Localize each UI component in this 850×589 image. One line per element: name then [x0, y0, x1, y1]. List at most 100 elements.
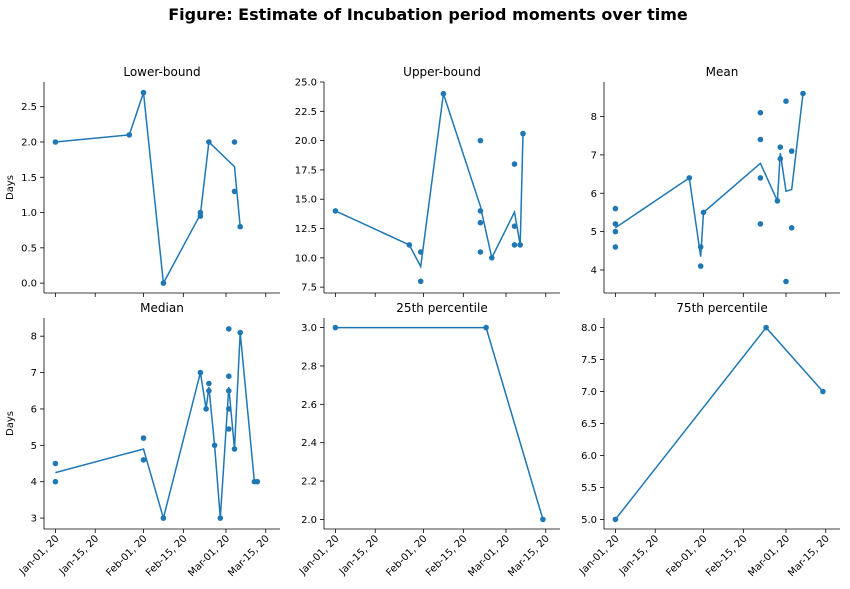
subplot-grid: Lower-bound 0.0 0.5 1.0 1.5 2.0 2.5 Days Upper-b… — [5, 65, 840, 579]
data-point — [231, 188, 238, 195]
y-tick-label: 7 — [31, 368, 37, 379]
data-point — [517, 242, 523, 248]
y-tick-label: 15.0 — [295, 195, 317, 206]
subplot-title: 25th percentile — [396, 301, 487, 315]
data-point — [757, 109, 764, 116]
y-tick-label: 2.5 — [21, 102, 37, 113]
data-point — [140, 435, 147, 441]
data-point — [697, 263, 704, 269]
data-point — [612, 221, 619, 227]
subplot-6: 75th percentile 5.0 5.5 6.0 6.5 7.0 7.5 8.0 Jan-… — [577, 301, 840, 579]
y-tick-label: 8.0 — [581, 323, 597, 334]
y-tick-label: 0.0 — [21, 279, 37, 290]
data-point — [226, 388, 232, 394]
y-axis-label: Days — [5, 175, 16, 200]
data-point — [417, 278, 424, 285]
y-tick-label: 5.0 — [581, 515, 597, 526]
data-point — [757, 136, 764, 143]
data-point — [160, 515, 167, 521]
x-tick-label: Feb-01, 20 — [664, 533, 709, 578]
x-tick-label: Jan-01, 20 — [297, 533, 341, 577]
data-point — [206, 388, 212, 394]
series-line — [335, 326, 544, 520]
data-point — [206, 139, 212, 145]
y-tick-label: 4 — [31, 477, 37, 488]
data-point — [697, 244, 704, 250]
y-tick-label: 4 — [591, 265, 597, 276]
x-tick-label: Mar-15, 20 — [786, 533, 832, 579]
figure-title: Figure: Estimate of Incubation period mo… — [168, 5, 688, 24]
y-tick-label: 6.0 — [581, 451, 597, 462]
y-tick-label: 7.5 — [581, 355, 597, 366]
data-point — [126, 132, 133, 138]
data-point — [332, 324, 339, 331]
subplot-title: Mean — [706, 65, 739, 79]
y-tick-label: 2.8 — [301, 361, 317, 372]
y-tick-label: 8 — [31, 332, 37, 343]
subplot-2: Upper-bound 7.5 10.0 12.5 15.0 17.5 20.0 22.5 25… — [295, 65, 560, 297]
data-point — [612, 205, 619, 212]
data-point — [477, 137, 484, 144]
x-tick-label: Feb-15, 20 — [704, 533, 749, 578]
x-tick-label: Mar-15, 20 — [226, 533, 272, 579]
subplot-1: Lower-bound 0.0 0.5 1.0 1.5 2.0 2.5 Days — [5, 65, 280, 297]
series-line — [55, 332, 258, 521]
y-tick-label: 8 — [591, 112, 597, 123]
data-point — [52, 139, 59, 145]
data-point — [788, 148, 795, 154]
y-tick-label: 5 — [591, 227, 597, 238]
y-tick-label: 2.2 — [301, 477, 317, 488]
data-point — [203, 406, 209, 412]
y-tick-label: 7.0 — [581, 387, 597, 398]
data-point — [211, 442, 218, 449]
x-tick-label: Jan-01, 20 — [17, 533, 61, 577]
y-tick-label: 2.4 — [301, 438, 317, 449]
y-tick-label: 10.0 — [295, 253, 317, 264]
x-tick-label: Feb-15, 20 — [424, 533, 469, 578]
data-point — [140, 89, 147, 96]
data-point — [783, 278, 789, 285]
series-line — [614, 326, 824, 520]
data-point — [612, 228, 619, 235]
subplot-3: Mean 4 5 6 7 8 — [591, 65, 840, 297]
data-point — [206, 380, 212, 387]
data-point — [477, 249, 484, 255]
y-tick-label: 22.5 — [295, 107, 317, 118]
subplot-title: Upper-bound — [403, 65, 481, 79]
data-point — [231, 139, 238, 145]
x-tick-label: Jan-15, 20 — [617, 533, 661, 577]
series-line — [55, 92, 241, 286]
x-tick-label: Feb-15, 20 — [144, 533, 189, 578]
data-point — [477, 208, 484, 214]
y-tick-label: 6.5 — [581, 419, 597, 430]
data-point — [520, 130, 526, 137]
data-point — [217, 515, 224, 521]
y-tick-label: 0.5 — [21, 243, 37, 254]
data-point — [226, 406, 232, 412]
y-tick-label: 2.6 — [301, 400, 317, 411]
data-point — [226, 426, 232, 432]
data-point — [254, 478, 261, 485]
data-point — [783, 98, 789, 104]
data-point — [511, 242, 518, 248]
y-tick-label: 5 — [31, 441, 37, 452]
subplot-title: Median — [140, 301, 184, 315]
data-point — [612, 244, 619, 250]
y-tick-label: 1.0 — [21, 208, 37, 219]
data-point — [757, 221, 764, 227]
data-point — [686, 175, 693, 181]
x-tick-label: Jan-15, 20 — [57, 533, 101, 577]
data-point — [160, 280, 167, 286]
data-point — [226, 326, 232, 332]
data-point — [511, 223, 518, 229]
data-point — [52, 478, 59, 485]
data-point — [820, 388, 826, 395]
data-point — [540, 516, 546, 523]
y-tick-label: 5.5 — [581, 483, 597, 494]
data-point — [777, 155, 784, 162]
y-tick-label: 2.0 — [21, 137, 37, 148]
data-point — [477, 219, 484, 226]
y-tick-label: 3 — [31, 514, 37, 525]
